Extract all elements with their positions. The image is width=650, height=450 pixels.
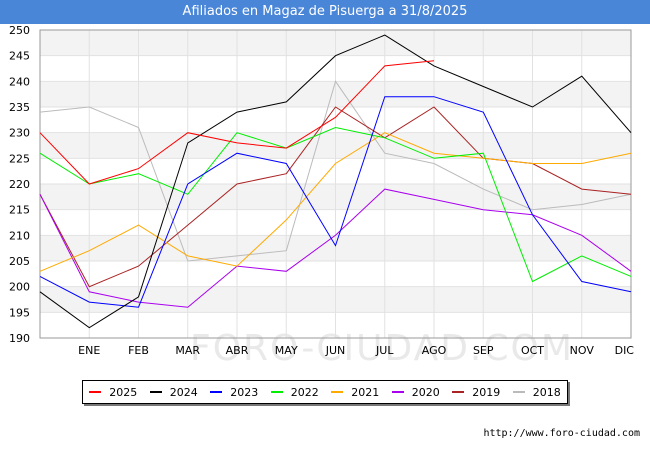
x-tick-label: JUN xyxy=(325,344,346,357)
x-tick-label: AGO xyxy=(422,344,447,357)
x-tick-label: DIC xyxy=(615,344,635,357)
series-line-2025 xyxy=(39,60,435,185)
x-axis-labels: ENE FEB MAR ABR MAY JUN JUL AGO SEP OCT NOV DIC xyxy=(78,344,634,357)
x-tick-label: OCT xyxy=(521,344,544,357)
legend-label: 2019 xyxy=(472,385,501,399)
legend-item-2021: 2021 xyxy=(331,386,379,399)
x-tick-label: ABR xyxy=(226,344,249,357)
x-tick-label: MAY xyxy=(275,344,298,357)
legend-label: 2025 xyxy=(109,385,138,399)
series-line-2024 xyxy=(39,34,632,329)
y-tick-label: 210 xyxy=(9,229,30,242)
legend-item-2018: 2018 xyxy=(512,385,561,399)
y-tick-label: 215 xyxy=(9,204,30,217)
y-tick-label: 235 xyxy=(9,101,30,114)
legend-swatch xyxy=(391,391,404,393)
x-tick-label: ENE xyxy=(78,344,100,357)
legend-item-2022: 2022 xyxy=(270,385,319,399)
series-line-2018 xyxy=(39,80,632,262)
legend-item-2020: 2020 xyxy=(391,385,440,399)
legend-swatch xyxy=(512,391,525,393)
plot-frame xyxy=(39,29,632,339)
legend-label: 2023 xyxy=(230,385,259,399)
legend-item-2023: 2023 xyxy=(210,386,258,399)
series-lines xyxy=(39,34,632,329)
watermark-text: FORO-CIUDAD.COM xyxy=(190,328,574,369)
legend-label: 2022 xyxy=(290,385,319,399)
legend-item-2019: 2019 xyxy=(452,386,500,399)
x-tick-label: JUL xyxy=(375,344,394,357)
y-tick-label: 240 xyxy=(9,75,30,88)
legend: 2025 2024 2023 2022 2021 2020 2019 2018 xyxy=(82,380,568,404)
x-tick-label: MAR xyxy=(175,344,200,357)
legend-label: 2021 xyxy=(351,385,380,399)
y-tick-label: 190 xyxy=(9,332,30,345)
y-tick-label: 230 xyxy=(9,127,30,140)
x-tick-label: FEB xyxy=(128,344,149,357)
x-tick-label: NOV xyxy=(570,344,595,357)
y-axis-labels: 190 195 200 205 210 215 220 225 230 235 240 245 250 xyxy=(9,24,30,345)
legend-swatch xyxy=(331,391,344,393)
y-tick-label: 245 xyxy=(9,50,30,63)
legend-swatch xyxy=(149,391,162,393)
y-tick-label: 220 xyxy=(9,178,30,191)
legend-label: 2024 xyxy=(169,385,198,399)
y-tick-label: 225 xyxy=(9,152,30,165)
y-tick-label: 195 xyxy=(9,306,30,319)
y-tick-label: 200 xyxy=(9,281,30,294)
legend-label: 2020 xyxy=(411,385,440,399)
legend-swatch xyxy=(89,391,102,393)
y-tick-label: 205 xyxy=(9,255,30,268)
chart-title: Afiliados en Magaz de Pisuerga a 31/8/20… xyxy=(182,4,468,19)
x-tick-label: SEP xyxy=(473,344,494,357)
legend-item-2024: 2024 xyxy=(149,385,198,399)
source-url: http://www.foro-ciudad.com xyxy=(483,428,640,439)
legend-item-2025: 2025 xyxy=(89,386,137,399)
y-tick-label: 250 xyxy=(9,24,30,37)
series-line-2022 xyxy=(39,126,632,283)
legend-swatch xyxy=(452,391,465,393)
legend-label: 2018 xyxy=(532,385,561,399)
title-bar xyxy=(0,0,650,24)
series-line-2021 xyxy=(39,132,632,272)
legend-swatch xyxy=(270,391,283,393)
series-line-2023 xyxy=(39,96,632,308)
legend-swatch xyxy=(210,391,223,393)
